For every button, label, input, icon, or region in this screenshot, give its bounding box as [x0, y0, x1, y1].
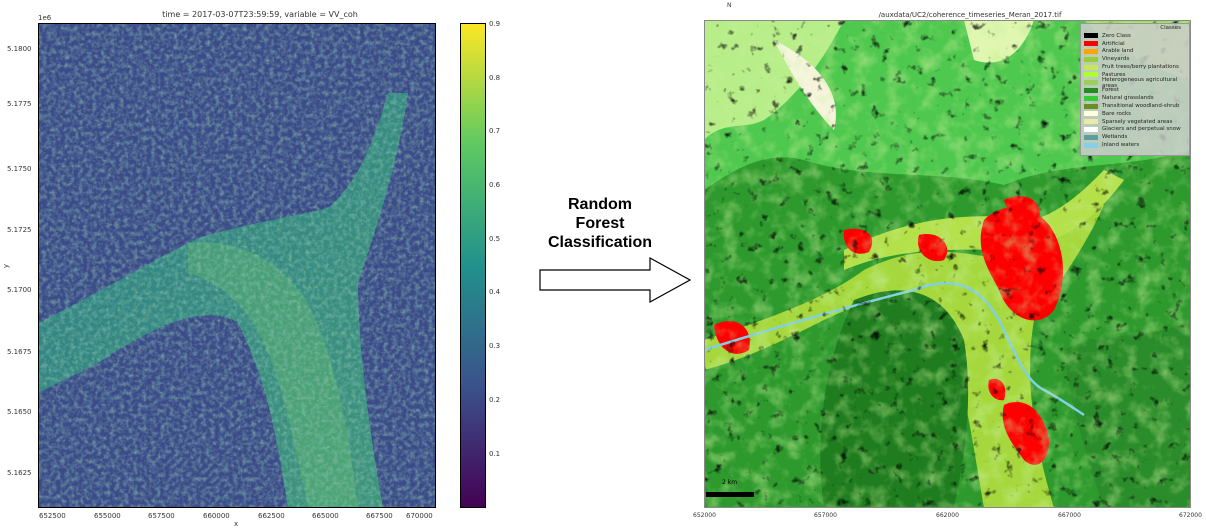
legend-swatch	[1084, 95, 1098, 101]
legend-label: Arable land	[1102, 48, 1134, 55]
legend-label: Vineyards	[1102, 56, 1130, 63]
x-tick-label: 655000	[94, 512, 121, 520]
legend-entry: Vineyards	[1081, 55, 1189, 63]
x-tick-label: 660000	[203, 512, 230, 520]
colorbar-tick: 0.2	[489, 396, 501, 404]
legend-entry: Glaciers and perpetual snow	[1081, 126, 1189, 134]
legend-swatch	[1084, 48, 1098, 54]
legend-swatch	[1084, 33, 1098, 39]
colorbar-tick: 0.1	[489, 450, 501, 458]
legend-label: Sparsely vegetated areas	[1102, 118, 1173, 125]
legend-swatch	[1084, 56, 1098, 62]
legend-entry: Wetlands	[1081, 133, 1189, 141]
legend-label: Transitional woodland-shrub	[1102, 103, 1180, 110]
colorbar-tick: 0.7	[489, 127, 501, 135]
right-arrow-icon	[539, 256, 692, 304]
legend-label: Artificial	[1102, 40, 1125, 47]
colorbar-tick: 0.9	[489, 20, 501, 28]
legend-swatch	[1084, 142, 1098, 148]
y-tick-label: 5.1775	[7, 100, 32, 108]
legend-entry: Transitional woodland-shrub	[1081, 102, 1189, 110]
legend-label: Inland waters	[1102, 142, 1140, 149]
north-label: N	[727, 2, 732, 9]
legend-entry: Artificial	[1081, 40, 1189, 48]
legend-entry: Inland waters	[1081, 141, 1189, 149]
legend-entry: Sparsely vegetated areas	[1081, 118, 1189, 126]
x-tick-label: 665000	[312, 512, 339, 520]
legend-entry: Arable land	[1081, 48, 1189, 56]
legend-label: Glaciers and perpetual snow	[1102, 126, 1181, 133]
legend-entry: Forest	[1081, 87, 1189, 95]
legend-entry: Pastures	[1081, 71, 1189, 79]
coherence-plot-title: time = 2017-03-07T23:59:59, variable = V…	[162, 10, 358, 19]
legend-label: Natural grasslands	[1102, 95, 1154, 102]
y-tick-label: 5.1650	[7, 408, 32, 416]
legend-swatch	[1084, 119, 1098, 125]
x-tick-label: 652500	[39, 512, 66, 520]
y-tick-label: 5.1750	[7, 165, 32, 173]
x-axis-label: x	[234, 520, 239, 528]
legend-label: Forest	[1102, 87, 1119, 94]
legend-label: Heterogeneous agricultural areas	[1102, 76, 1178, 89]
x-tick-label: 657500	[148, 512, 175, 520]
y-tick-label: 5.1725	[7, 226, 32, 234]
legend-label: Fruit trees/berry plantations	[1102, 64, 1179, 71]
y-tick-label: 5.1700	[7, 286, 32, 294]
legend-label: Bare rocks	[1102, 110, 1131, 117]
legend-swatch	[1084, 111, 1098, 117]
caption-line: Forest	[575, 215, 625, 232]
x-tick-label: 652000	[693, 512, 716, 519]
x-tick-label: 670000	[406, 512, 433, 520]
legend-swatch	[1084, 126, 1098, 132]
x-tick-label: 667500	[366, 512, 393, 520]
coherence-heatmap	[38, 23, 436, 508]
legend-label: Pastures	[1102, 71, 1126, 78]
colorbar	[460, 23, 486, 508]
legend-swatch	[1084, 103, 1098, 109]
caption-line: Random	[568, 196, 632, 213]
x-tick-label: 667000	[1058, 512, 1081, 519]
y-tick-label: 5.1800	[7, 45, 32, 53]
legend-entry: Natural grasslands	[1081, 94, 1189, 102]
y-tick-label: 5.1675	[7, 348, 32, 356]
x-tick-label: 662000	[936, 512, 959, 519]
legend-entry: Fruit trees/berry plantations	[1081, 63, 1189, 71]
map-legend: Classes Zero Class Artificial Arable land V…	[1080, 23, 1190, 156]
colorbar-tick: 0.5	[489, 235, 501, 243]
caption-line: Classification	[547, 234, 653, 251]
colorbar-tick: 0.3	[489, 342, 501, 350]
classification-map	[704, 20, 1191, 508]
legend-entry: Heterogeneous agricultural areas	[1081, 76, 1189, 89]
scalebar-label: 2 km	[722, 479, 738, 486]
legend-label: Wetlands	[1102, 134, 1128, 141]
legend-label: Zero Class	[1102, 32, 1131, 39]
legend-swatch	[1084, 80, 1098, 86]
legend-swatch	[1084, 41, 1098, 47]
x-tick-label: 662500	[258, 512, 285, 520]
colorbar-tick: 0.6	[489, 181, 501, 189]
legend-title: Classes	[1160, 25, 1181, 31]
colorbar-tick: 0.8	[489, 74, 501, 82]
y-tick-label: 5.1625	[7, 469, 32, 477]
legend-entry: Bare rocks	[1081, 110, 1189, 118]
classification-caption: Random Forest Classification	[530, 195, 670, 252]
colorbar-tick: 0.4	[489, 288, 501, 296]
x-tick-label: 657000	[814, 512, 837, 519]
y-offset-label: 1e6	[38, 14, 52, 22]
legend-swatch	[1084, 72, 1098, 78]
x-tick-label: 672000	[1179, 512, 1202, 519]
legend-swatch	[1084, 87, 1098, 93]
legend-entry: Zero Class	[1081, 32, 1189, 40]
classification-plot-title: /auxdata/UC2/coherence_timeseries_Meran_…	[878, 11, 1062, 19]
y-axis-label: y	[2, 263, 11, 269]
legend-swatch	[1084, 64, 1098, 70]
legend-swatch	[1084, 134, 1098, 140]
